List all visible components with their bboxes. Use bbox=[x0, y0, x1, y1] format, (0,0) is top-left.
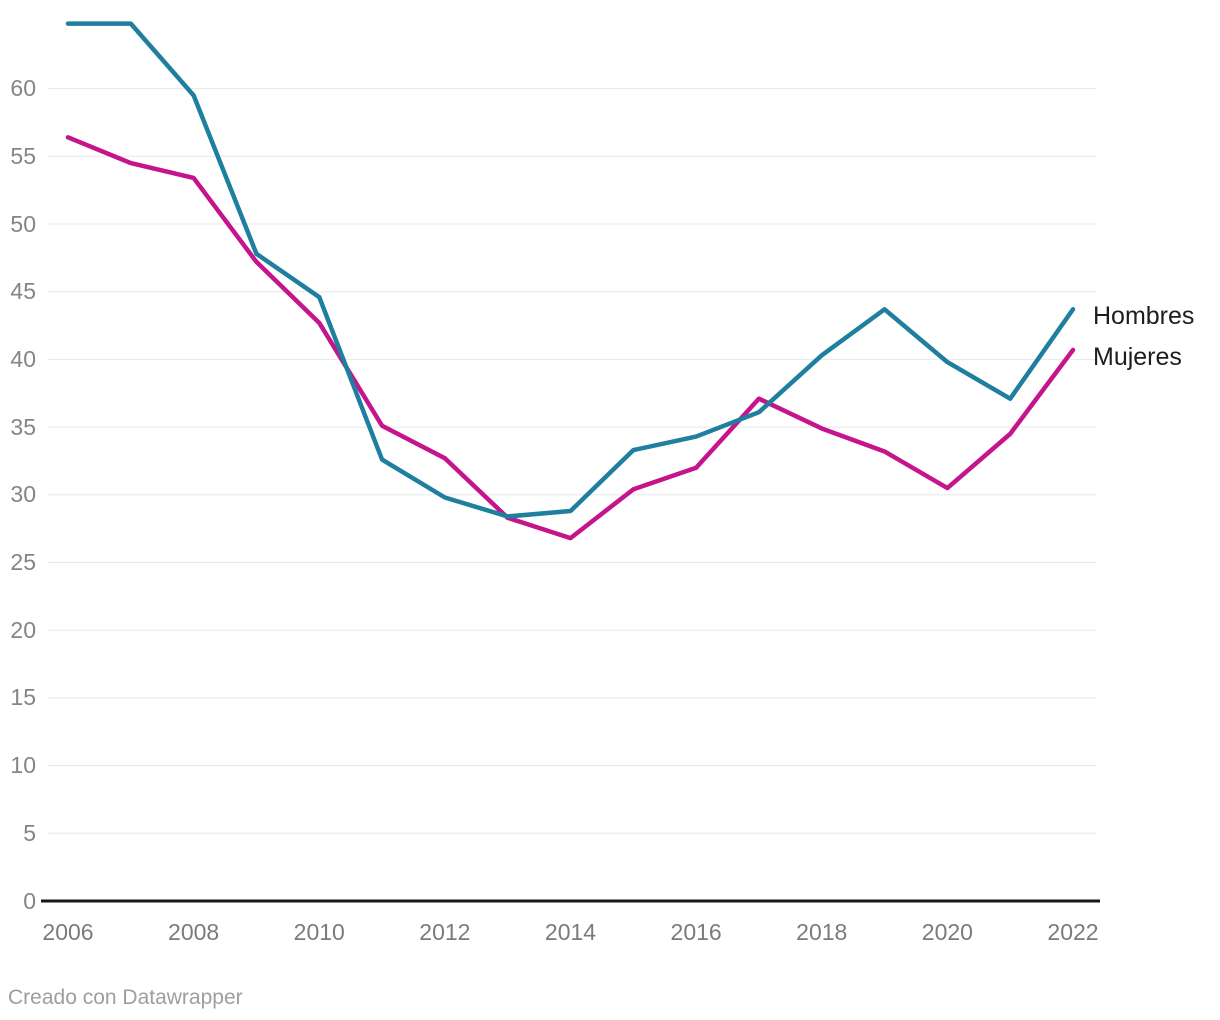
y-tick-label: 40 bbox=[10, 345, 36, 372]
y-tick-label: 45 bbox=[10, 278, 36, 305]
series-line-mujeres bbox=[65, 135, 1076, 541]
x-tick-label: 2014 bbox=[544, 919, 597, 945]
y-tick-label: 50 bbox=[10, 210, 36, 237]
y-tick-label: 10 bbox=[10, 752, 36, 779]
y-tick-label: 30 bbox=[10, 481, 36, 508]
footer-credit: Creado con Datawrapper bbox=[8, 986, 243, 1009]
y-tick-label: 60 bbox=[10, 75, 36, 102]
x-tick-label: 2010 bbox=[293, 919, 345, 945]
series-line-hombres bbox=[65, 21, 1076, 519]
legend-label-mujeres: Mujeres bbox=[1093, 342, 1182, 371]
x-tick-label: 2016 bbox=[670, 919, 722, 945]
x-tick-label: 2018 bbox=[796, 919, 848, 945]
x-tick-label: 2020 bbox=[921, 919, 973, 945]
y-tick-label: 0 bbox=[23, 887, 36, 914]
x-tick-label: 2022 bbox=[1047, 919, 1099, 945]
legend-label-hombres: Hombres bbox=[1093, 302, 1195, 331]
y-tick-label: 35 bbox=[10, 413, 36, 440]
x-tick-label: 2006 bbox=[42, 919, 94, 945]
y-tick-label: 55 bbox=[10, 142, 36, 169]
y-tick-label: 15 bbox=[10, 684, 36, 711]
x-tick-label: 2008 bbox=[168, 919, 220, 945]
y-tick-label: 5 bbox=[23, 819, 36, 846]
y-tick-label: 20 bbox=[10, 616, 36, 643]
y-tick-label: 25 bbox=[10, 549, 36, 575]
x-tick-label: 2012 bbox=[419, 919, 471, 945]
